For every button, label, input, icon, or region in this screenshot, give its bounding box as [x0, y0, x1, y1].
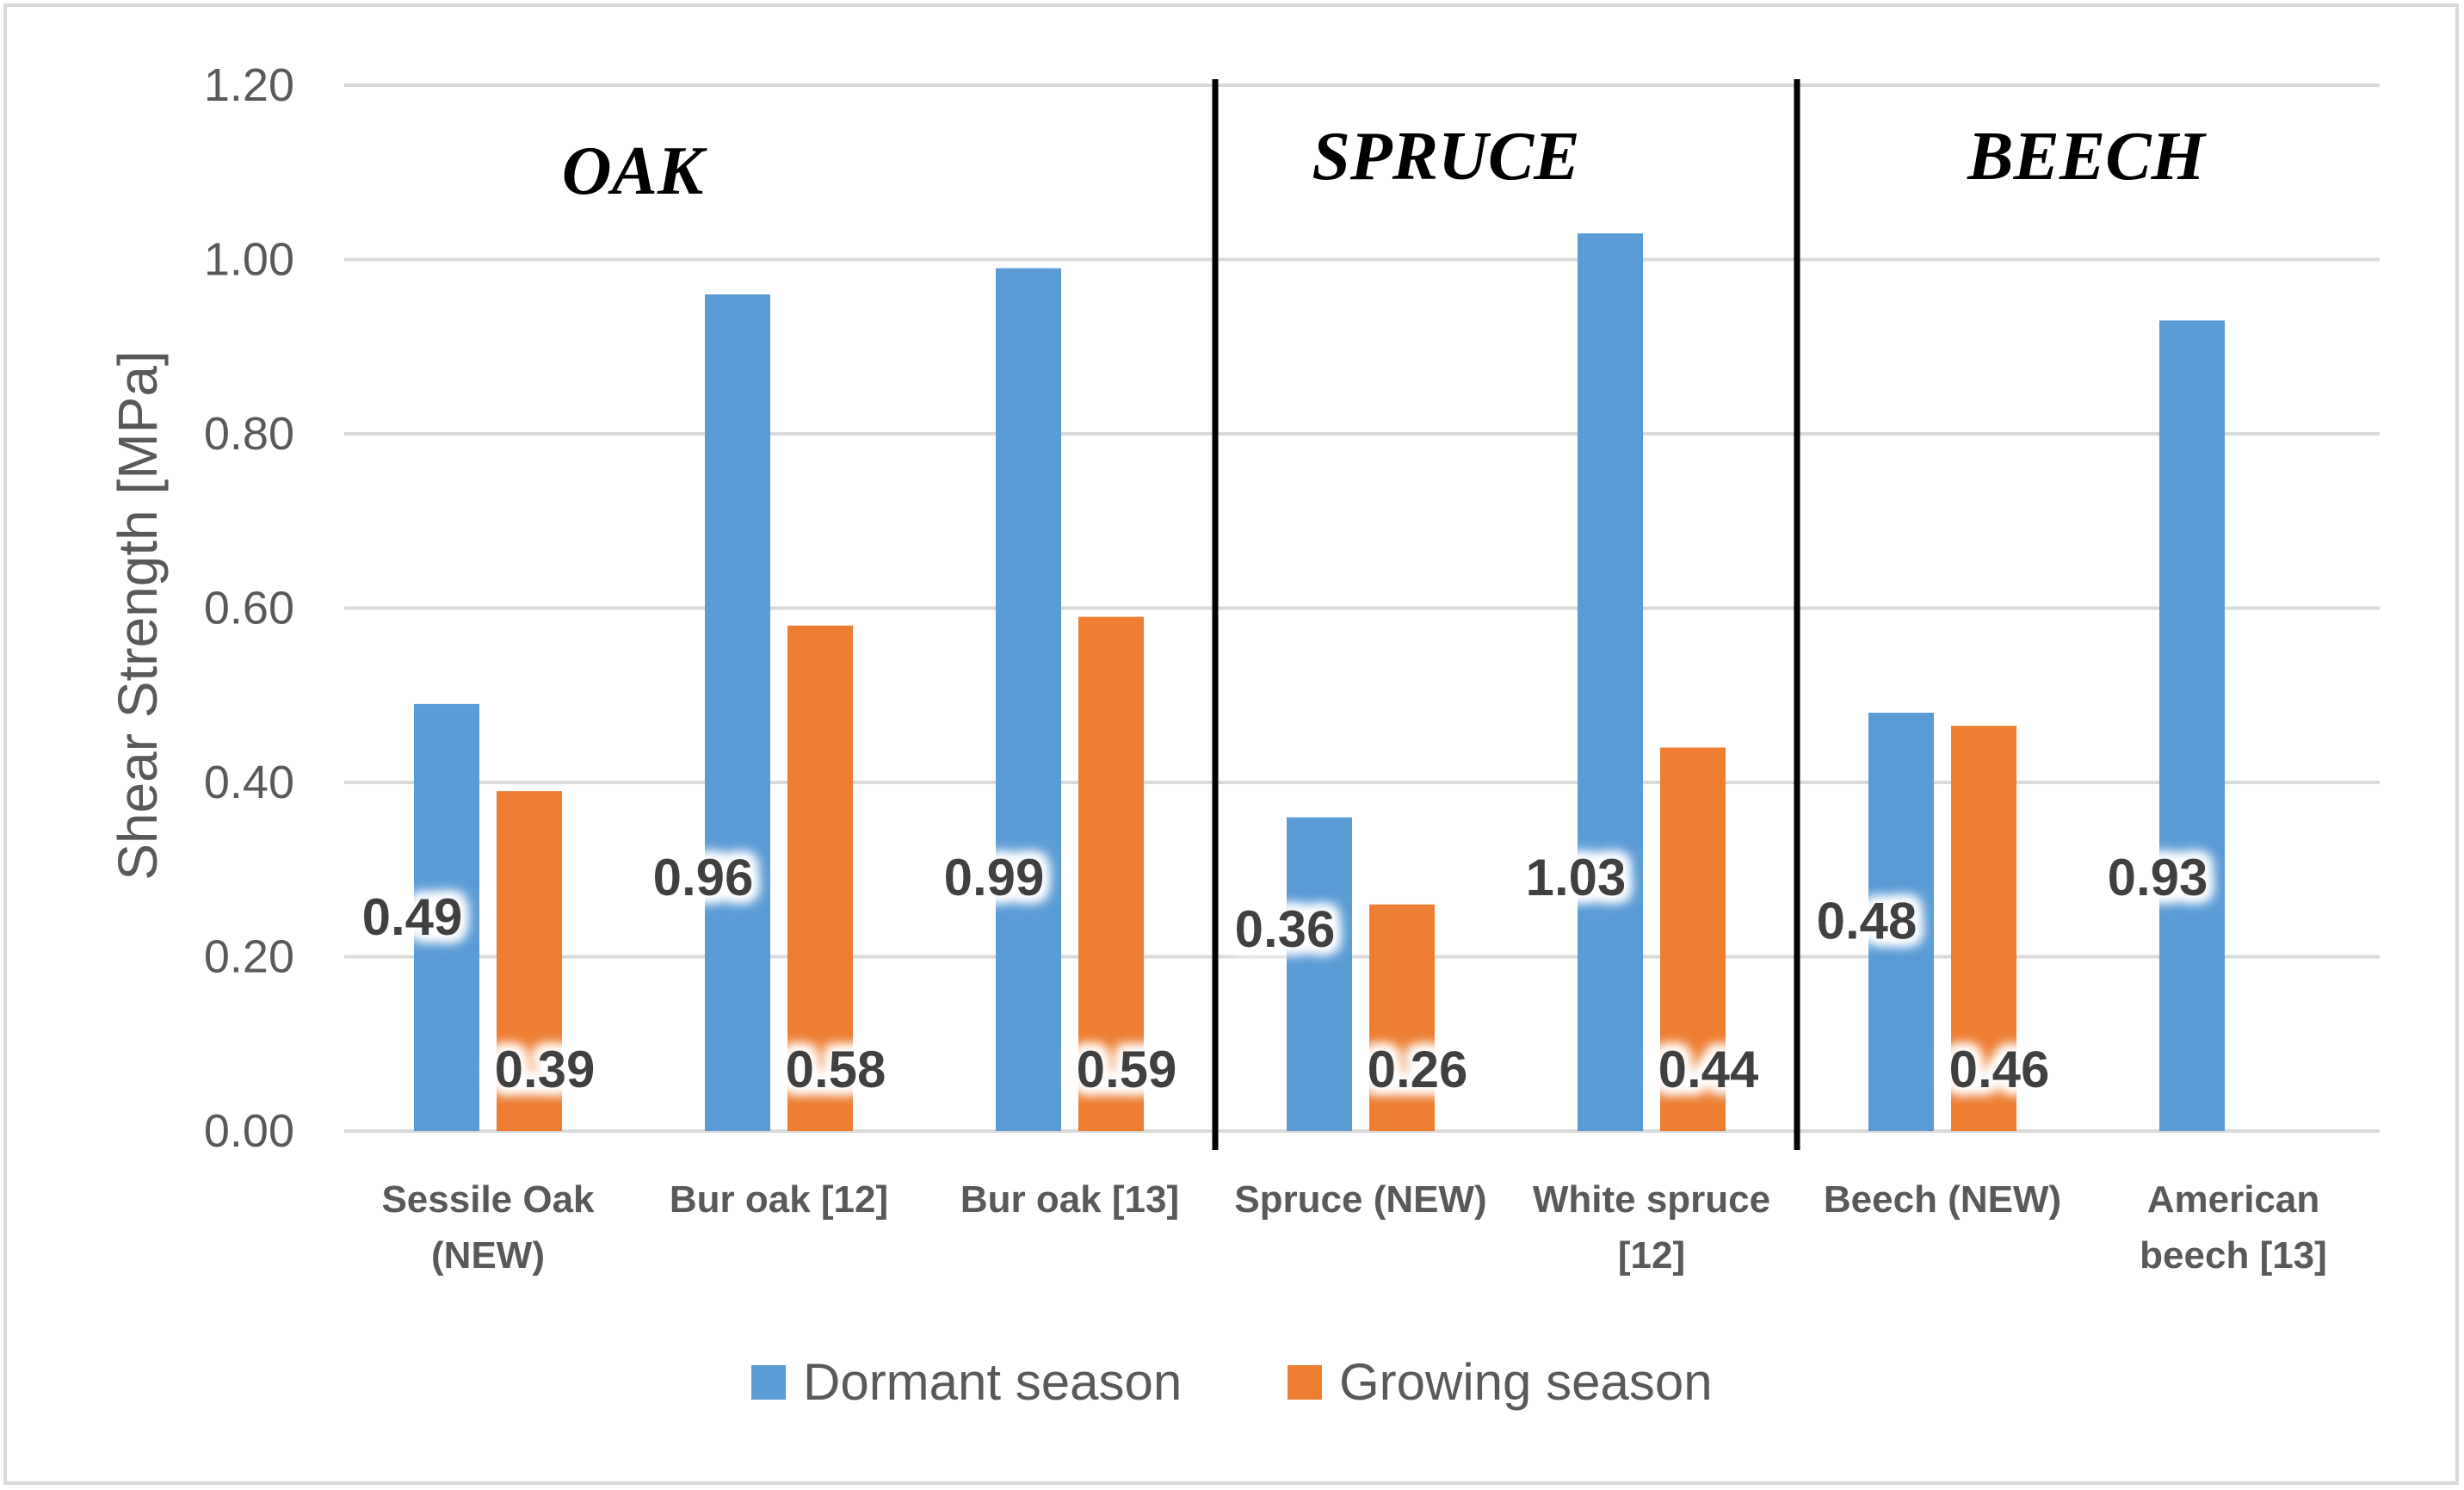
y-tick-label: 0.60: [204, 583, 294, 634]
bar-dormant[interactable]: [414, 703, 479, 1131]
data-label: 0.99: [944, 849, 1045, 906]
legend-label-growing: Growing season: [1339, 1353, 1713, 1411]
legend-label-dormant: Dormant season: [803, 1353, 1182, 1411]
category-label: Spruce (NEW): [1234, 1178, 1486, 1221]
category-label: White spruce: [1533, 1178, 1770, 1221]
data-label: 1.03: [1526, 849, 1627, 906]
legend-swatch-growing: [1288, 1365, 1322, 1400]
bar-growing[interactable]: [1078, 616, 1144, 1131]
data-label: 0.58: [786, 1041, 886, 1098]
category-label: American: [2147, 1178, 2320, 1221]
category-label: Bur oak [13]: [960, 1178, 1179, 1221]
category-label: Sessile Oak: [381, 1178, 595, 1221]
data-label: 0.39: [495, 1041, 596, 1098]
y-axis-title: Shear Strength [MPa]: [107, 350, 169, 880]
bar-dormant[interactable]: [1287, 817, 1352, 1132]
y-tick-label: 1.20: [204, 59, 294, 111]
bar-dormant[interactable]: [1868, 713, 1934, 1131]
bar-growing[interactable]: [787, 625, 853, 1131]
bar-dormant[interactable]: [705, 294, 770, 1131]
data-label: 0.48: [1817, 893, 1917, 950]
bar-dormant[interactable]: [2159, 320, 2225, 1131]
bar-growing[interactable]: [1951, 726, 2016, 1131]
data-label: 0.49: [362, 888, 463, 946]
category-label: Bur oak [12]: [670, 1178, 888, 1221]
y-tick-label: 0.00: [204, 1105, 294, 1157]
category-label: [12]: [1618, 1234, 1685, 1277]
data-label: 0.93: [2108, 849, 2208, 906]
data-label: 0.44: [1658, 1041, 1759, 1098]
bar-dormant[interactable]: [1578, 233, 1643, 1131]
y-tick-label: 1.00: [204, 234, 294, 286]
data-label: 0.46: [1949, 1041, 2050, 1098]
bar-dormant[interactable]: [996, 268, 1061, 1131]
y-tick-label: 0.80: [204, 408, 294, 460]
data-label: 0.96: [653, 849, 754, 906]
chart-frame: [3, 3, 2459, 1485]
group-title-beech: BEECH: [1967, 119, 2207, 195]
bar-growing[interactable]: [1369, 904, 1435, 1131]
y-tick-label: 0.40: [204, 757, 294, 808]
bar-growing[interactable]: [497, 791, 562, 1131]
category-label: (NEW): [431, 1234, 545, 1277]
data-label: 0.36: [1235, 900, 1336, 958]
legend-swatch-dormant: [751, 1365, 786, 1400]
group-title-oak: OAK: [562, 133, 707, 209]
category-label: beech [13]: [2140, 1234, 2327, 1277]
group-title-spruce: SPRUCE: [1312, 119, 1579, 195]
bar-growing[interactable]: [1660, 747, 1726, 1132]
data-label: 0.59: [1077, 1041, 1177, 1098]
category-label: Beech (NEW): [1824, 1178, 2061, 1221]
data-label: 0.26: [1368, 1041, 1468, 1098]
y-tick-label: 0.20: [204, 931, 294, 983]
